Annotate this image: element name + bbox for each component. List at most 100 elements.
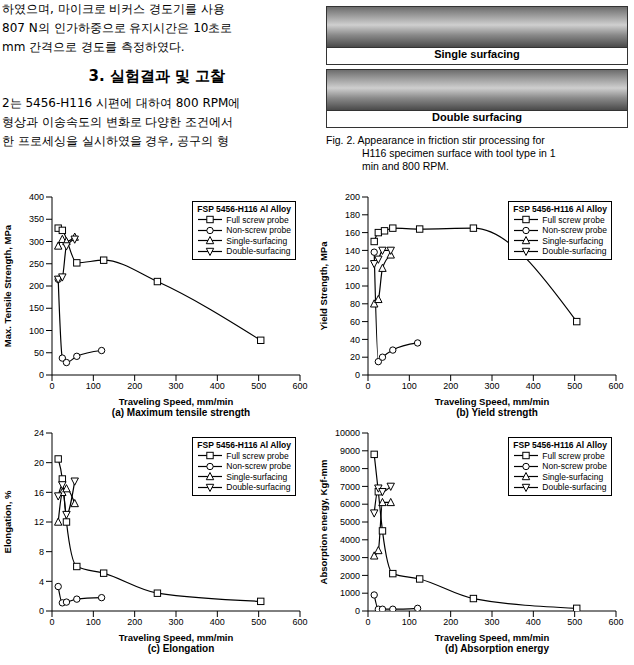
svg-text:250: 250 — [29, 259, 44, 269]
svg-text:600: 600 — [292, 381, 307, 391]
svg-text:Max. Tensile Strength, MPa: Max. Tensile Strength, MPa — [2, 224, 13, 347]
svg-text:80: 80 — [350, 299, 360, 309]
html-text:Single-surfacing: Single-surfacing — [226, 471, 288, 482]
svg-text:350: 350 — [29, 214, 44, 224]
svg-text:100: 100 — [402, 617, 417, 627]
svg-text:50: 50 — [34, 348, 44, 358]
html-text:mm 간격으로 경도를 측정하였다.: mm 간격으로 경도를 측정하였다. — [2, 40, 185, 54]
svg-text:9000: 9000 — [340, 446, 360, 456]
svg-text:0: 0 — [355, 606, 360, 616]
html-text:Full screw probe: Full screw probe — [226, 214, 289, 225]
svg-text:20: 20 — [350, 352, 360, 362]
svg-text:40: 40 — [350, 335, 360, 345]
svg-text:Traveling Speed, mm/min: Traveling Speed, mm/min — [435, 396, 550, 407]
html-text:Single surfacing: Single surfacing — [434, 48, 520, 60]
svg-text:0: 0 — [39, 370, 44, 380]
svg-text:500: 500 — [567, 381, 582, 391]
svg-text:100: 100 — [29, 326, 44, 336]
svg-text:24: 24 — [34, 428, 44, 438]
html-text:FSP 5456-H116 Al Alloy: FSP 5456-H116 Al Alloy — [197, 204, 291, 214]
svg-text:0: 0 — [365, 381, 370, 391]
svg-text:Traveling Speed, mm/min: Traveling Speed, mm/min — [435, 632, 550, 643]
svg-text:Elongation, %: Elongation, % — [2, 490, 13, 553]
svg-text:12: 12 — [34, 517, 44, 527]
svg-text:160: 160 — [345, 228, 360, 238]
html-text:한 프로세싱을 실시하였을 경우, 공구의 형: 한 프로세싱을 실시하였을 경우, 공구의 형 — [2, 134, 229, 148]
svg-text:0: 0 — [39, 606, 44, 616]
svg-text:200: 200 — [127, 617, 142, 627]
svg-text:200: 200 — [345, 192, 360, 202]
svg-text:140: 140 — [345, 246, 360, 256]
svg-text:0: 0 — [365, 617, 370, 627]
svg-text:100: 100 — [86, 617, 101, 627]
svg-text:4000: 4000 — [340, 535, 360, 545]
svg-text:10000: 10000 — [335, 428, 360, 438]
svg-text:300: 300 — [484, 617, 499, 627]
svg-text:16: 16 — [34, 488, 44, 498]
svg-text:400: 400 — [210, 381, 225, 391]
html-text:Single-surfacing: Single-surfacing — [542, 235, 604, 246]
html-text:3. 실험결과 및 고찰: 3. 실험결과 및 고찰 — [88, 67, 226, 85]
svg-text:300: 300 — [168, 617, 183, 627]
svg-text:200: 200 — [29, 281, 44, 291]
svg-text:Traveling Speed, mm/min: Traveling Speed, mm/min — [119, 396, 234, 407]
svg-text:Yield Strength, MPa: Yield Strength, MPa — [318, 241, 329, 331]
svg-text:Traveling Speed, mm/min: Traveling Speed, mm/min — [119, 632, 234, 643]
svg-text:300: 300 — [29, 237, 44, 247]
svg-text:0: 0 — [49, 381, 54, 391]
html-text:Single-surfacing: Single-surfacing — [226, 235, 288, 246]
html-text:H116 specimen surface with too: H116 specimen surface with tool type in … — [362, 147, 556, 159]
html-text:Non-screw probe: Non-screw probe — [226, 225, 291, 235]
html-text:Full screw probe: Full screw probe — [542, 214, 605, 225]
html-text:Fig. 2. Appearance in friction: Fig. 2. Appearance in friction stir proc… — [326, 134, 545, 146]
svg-text:Absorption energy, Kgf-mm: Absorption energy, Kgf-mm — [318, 460, 329, 585]
svg-text:500: 500 — [567, 617, 582, 627]
svg-text:180: 180 — [345, 210, 360, 220]
svg-text:60: 60 — [350, 317, 360, 327]
svg-text:0: 0 — [355, 370, 360, 380]
svg-text:400: 400 — [526, 381, 541, 391]
svg-text:100: 100 — [402, 381, 417, 391]
svg-text:3000: 3000 — [340, 553, 360, 563]
svg-text:20: 20 — [34, 458, 44, 468]
svg-text:600: 600 — [608, 381, 623, 391]
html-text:2는 5456-H116 시편에 대하여 800 RPM에: 2는 5456-H116 시편에 대하여 800 RPM에 — [2, 96, 241, 110]
html-text:(a) Maximum tensile strength: (a) Maximum tensile strength — [111, 407, 251, 418]
html-text:(b) Yield strength: (b) Yield strength — [456, 407, 538, 418]
svg-text:0: 0 — [49, 617, 54, 627]
svg-text:600: 600 — [292, 617, 307, 627]
svg-text:100: 100 — [86, 381, 101, 391]
svg-text:300: 300 — [484, 381, 499, 391]
svg-text:7000: 7000 — [340, 482, 360, 492]
html-text:Single-surfacing: Single-surfacing — [542, 471, 604, 482]
svg-text:100: 100 — [345, 281, 360, 291]
svg-text:5000: 5000 — [340, 517, 360, 527]
html-text:(c) Elongation: (c) Elongation — [147, 643, 215, 654]
svg-text:400: 400 — [210, 617, 225, 627]
svg-text:8000: 8000 — [340, 464, 360, 474]
svg-text:6000: 6000 — [340, 499, 360, 509]
html-text:(d) Absorption energy: (d) Absorption energy — [445, 643, 549, 654]
html-text:형상과 이송속도의 변화로 다양한 조건에서: 형상과 이송속도의 변화로 다양한 조건에서 — [2, 115, 234, 129]
svg-text:200: 200 — [443, 381, 458, 391]
svg-text:300: 300 — [168, 381, 183, 391]
svg-text:150: 150 — [29, 303, 44, 313]
svg-text:200: 200 — [127, 381, 142, 391]
svg-text:400: 400 — [526, 617, 541, 627]
html-text:Full screw probe: Full screw probe — [226, 450, 289, 461]
svg-text:500: 500 — [251, 617, 266, 627]
svg-text:500: 500 — [251, 381, 266, 391]
html-text:하였으며, 마이크로 비커스 경도기를 사용: 하였으며, 마이크로 비커스 경도기를 사용 — [2, 2, 226, 16]
svg-text:200: 200 — [443, 617, 458, 627]
svg-text:4: 4 — [39, 577, 44, 587]
svg-text:400: 400 — [29, 192, 44, 202]
svg-text:1000: 1000 — [340, 588, 360, 598]
html-text:Full screw probe: Full screw probe — [542, 450, 605, 461]
svg-text:600: 600 — [608, 617, 623, 627]
svg-text:120: 120 — [345, 263, 360, 273]
html-text:min and 800 RPM.: min and 800 RPM. — [362, 160, 449, 172]
svg-text:8: 8 — [39, 547, 44, 557]
html-text:807 N의 인가하중으로 유지시간은 10초로: 807 N의 인가하중으로 유지시간은 10초로 — [2, 21, 233, 35]
html-text:Double surfacing: Double surfacing — [432, 111, 522, 123]
svg-text:2000: 2000 — [340, 571, 360, 581]
